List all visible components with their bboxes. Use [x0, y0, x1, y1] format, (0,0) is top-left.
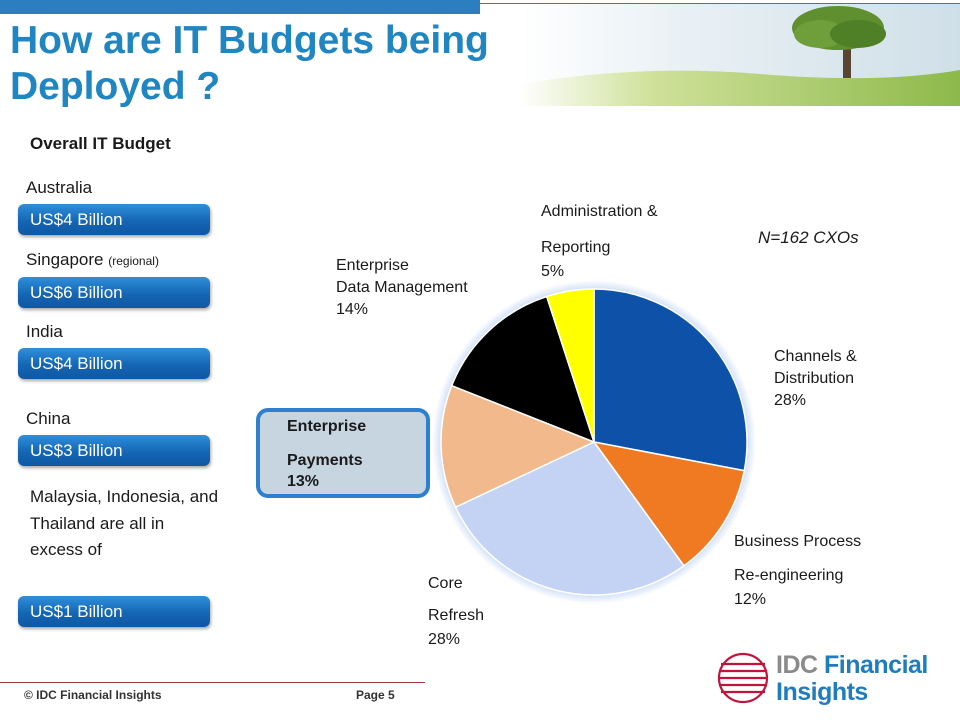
slice-label-line: Payments [287, 452, 363, 469]
slice-label-line: Enterprise [336, 257, 409, 274]
slice-value: 12% [734, 591, 767, 608]
logo-insights: Insights [776, 678, 868, 706]
slice-label-line: Re-engineering [734, 567, 844, 584]
budget-australia-button[interactable]: US$4 Billion [18, 204, 210, 235]
region-note: Malaysia, Indonesia, and Thailand are al… [30, 487, 219, 559]
slice-value: 5% [541, 263, 565, 280]
top-accent-bar [0, 0, 480, 14]
pie-slice-5 [545, 288, 595, 443]
payments-callout-box [256, 408, 430, 498]
country-name: Australia [26, 178, 93, 197]
slice-value: 28% [428, 631, 461, 648]
pie-slice-0 [593, 288, 748, 472]
slice-label-data-management: Enterprise Data Management 14% [336, 255, 468, 321]
slice-label-line: Business Process [734, 533, 862, 550]
budget-other-asean-button[interactable]: US$1 Billion [18, 596, 210, 627]
logo-idc: IDC [776, 651, 818, 679]
slice-label-core-refresh: Core Refresh 28% [428, 572, 484, 652]
tree-landscape-banner [520, 4, 960, 106]
page-title: How are IT Budgets being Deployed ? [10, 19, 489, 108]
slice-value: 14% [336, 301, 369, 318]
top-accent-line [480, 3, 960, 4]
pie-slice-3 [440, 384, 596, 509]
budget-singapore-button[interactable]: US$6 Billion [18, 277, 210, 308]
slice-value: 28% [774, 392, 807, 409]
slice-value: 13% [287, 473, 320, 490]
slice-label-line: Data Management [336, 279, 468, 296]
logo-financial: Financial [824, 651, 928, 679]
budget-china-button[interactable]: US$3 Billion [18, 435, 210, 466]
slice-label-line: Refresh [428, 607, 485, 624]
budget-india-button[interactable]: US$4 Billion [18, 348, 210, 379]
slice-label-line: Distribution [774, 370, 855, 387]
slice-label-line: Enterprise [287, 418, 367, 435]
country-name: India [26, 322, 63, 341]
country-label-china: China [26, 409, 70, 429]
idc-logo-mark [717, 652, 769, 704]
slice-label-line: Core [428, 575, 463, 592]
country-name: China [26, 409, 71, 428]
country-label-australia: Australia [26, 178, 92, 198]
country-name: Singapore [26, 250, 104, 269]
country-label-singapore: Singapore (regional) [26, 250, 159, 270]
footer-divider [0, 682, 425, 683]
country-qualifier: (regional) [108, 254, 159, 268]
slice-label-line: Administration & [541, 203, 658, 220]
slice-label-line: Channels & [774, 348, 857, 365]
footer-page-number: Page 5 [356, 688, 395, 702]
slice-label-business-process: Business Process Re-engineering 12% [734, 530, 861, 612]
slice-label-line: Reporting [541, 239, 611, 256]
slice-label-administration: Administration & Reporting 5% [541, 200, 658, 284]
pie-slice-1 [592, 440, 746, 567]
slice-label-channels: Channels & Distribution 28% [774, 346, 857, 412]
country-label-india: India [26, 322, 63, 342]
overall-it-budget-label: Overall IT Budget [30, 134, 171, 153]
footer-copyright: © IDC Financial Insights [24, 688, 162, 702]
sample-size-note: N=162 CXOs [758, 228, 859, 247]
slice-label-payments: Enterprise Payments 13% [287, 416, 366, 492]
pie-slice-2 [454, 441, 685, 596]
logo-line-1: IDC Financial [776, 651, 928, 680]
